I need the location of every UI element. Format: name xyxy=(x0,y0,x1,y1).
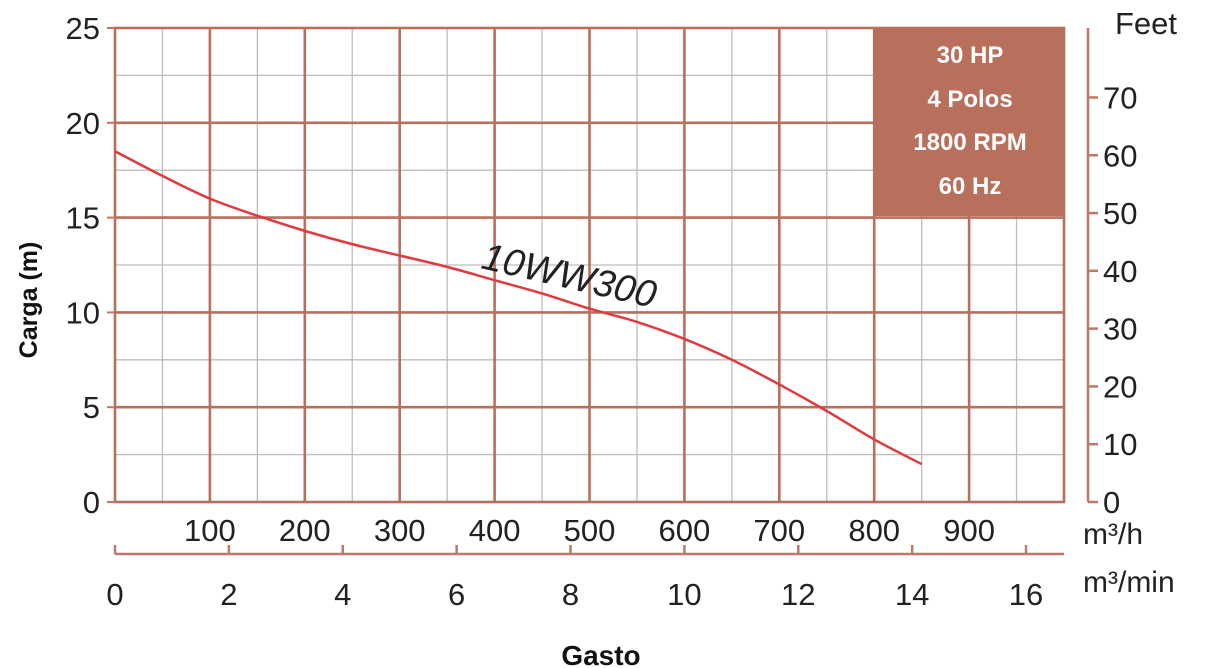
y-tick-label: 5 xyxy=(83,390,100,425)
feet-tick-label: 60 xyxy=(1103,138,1137,173)
feet-tick-label: 50 xyxy=(1103,196,1137,231)
y-tick-label: 0 xyxy=(83,485,100,520)
pump-info-box: 30 HP 4 Polos 1800 RPM 60 Hz xyxy=(874,28,1064,216)
feet-tick-label: 10 xyxy=(1103,427,1137,462)
m3min-tick-label: 12 xyxy=(781,577,815,612)
y-tick-label: 10 xyxy=(66,295,100,330)
m3h-tick-label: 400 xyxy=(469,513,521,548)
m3min-tick-label: 10 xyxy=(667,577,701,612)
y-tick-label: 20 xyxy=(66,106,100,141)
y-axis-ticks: 0 5 10 15 20 25 xyxy=(66,11,115,520)
info-box-line: 1800 RPM xyxy=(913,129,1026,156)
series-layer: 10WW300 xyxy=(114,150,923,466)
feet-tick-label: 0 xyxy=(1103,485,1120,520)
feet-tick-label: 40 xyxy=(1103,254,1137,289)
m3min-tick-label: 14 xyxy=(895,577,929,612)
plot-border xyxy=(113,26,1066,504)
series-line-10ww300 xyxy=(114,150,923,466)
feet-axis: 0 10 20 30 40 50 60 70 xyxy=(1086,28,1137,520)
m3h-tick-label: 300 xyxy=(374,513,426,548)
major-grid xyxy=(115,28,1064,502)
m3min-axis: 0 2 4 6 8 10 12 14 16 xyxy=(106,545,1064,612)
y-axis-label: Carga (m) xyxy=(15,242,43,359)
m3min-tick-label: 16 xyxy=(1009,577,1043,612)
m3h-axis: 100 200 300 400 500 600 700 800 900 xyxy=(184,513,995,548)
x1-unit-label: m³/h xyxy=(1083,518,1143,551)
m3min-tick-label: 6 xyxy=(448,577,465,612)
m3min-tick-label: 0 xyxy=(106,577,123,612)
feet-tick-label: 70 xyxy=(1103,80,1137,115)
series-label-10ww300: 10WW300 xyxy=(478,236,660,317)
info-box-line: 4 Polos xyxy=(927,86,1012,113)
info-box-background xyxy=(874,28,1064,216)
feet-tick-label: 30 xyxy=(1103,312,1137,347)
m3min-tick-label: 2 xyxy=(220,577,237,612)
info-box-line: 60 Hz xyxy=(939,173,1002,200)
m3h-tick-label: 900 xyxy=(943,513,995,548)
m3min-tick-label: 4 xyxy=(334,577,351,612)
m3h-tick-label: 100 xyxy=(184,513,236,548)
m3h-tick-label: 700 xyxy=(753,513,805,548)
m3min-tick-label: 8 xyxy=(562,577,579,612)
m3h-tick-label: 200 xyxy=(279,513,331,548)
m3h-tick-label: 800 xyxy=(848,513,900,548)
m3h-tick-label: 500 xyxy=(564,513,616,548)
y2-unit-label: Feet xyxy=(1115,6,1177,41)
feet-tick-label: 20 xyxy=(1103,369,1137,404)
y-tick-label: 25 xyxy=(66,11,100,46)
m3h-tick-label: 600 xyxy=(659,513,711,548)
x-axis-label: Gasto xyxy=(561,640,640,668)
y-tick-label: 15 xyxy=(66,201,100,236)
plot-frame xyxy=(113,26,1066,504)
x2-unit-label: m³/min xyxy=(1083,566,1175,599)
info-box-line: 30 HP xyxy=(937,42,1004,69)
